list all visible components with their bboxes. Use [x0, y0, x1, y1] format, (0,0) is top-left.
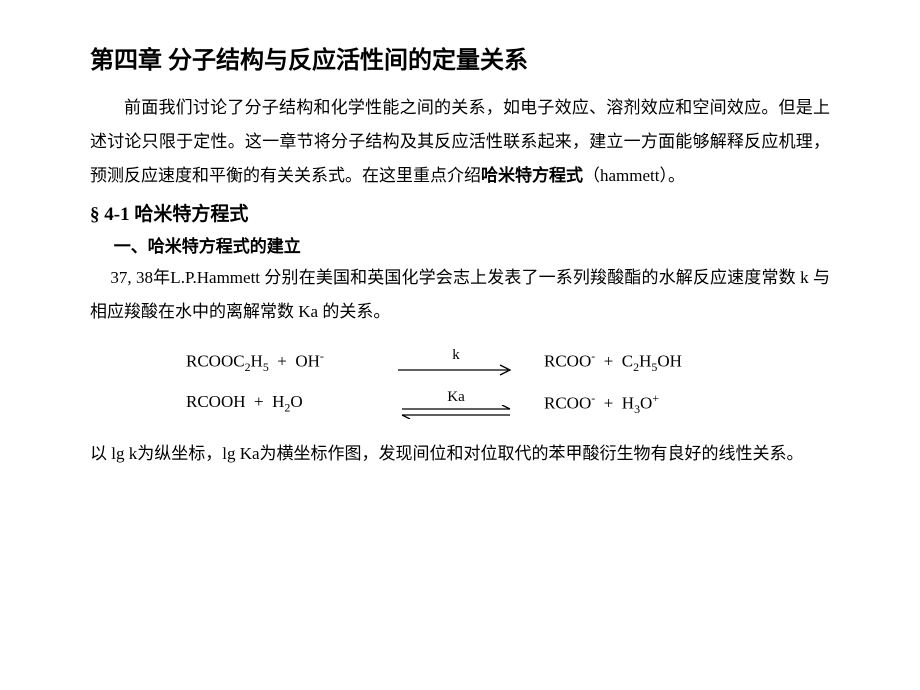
- equilibrium-arrow-icon: [396, 405, 516, 419]
- equation-row-1: RCOOC2H5 + OH- k RCOO- + C2H5OH: [186, 347, 734, 377]
- eq1-arrow: k: [386, 347, 526, 377]
- intro-bold-term: 哈米特方程式: [481, 166, 583, 185]
- eq1-left: RCOOC2H5 + OH-: [186, 349, 386, 375]
- intro-pre: 前面我们讨论了分子结构和化学性能之间的关系，如电子效应、溶剂效应和空间效应。但是…: [90, 98, 830, 185]
- eq2-arrow: Ka: [386, 389, 526, 419]
- equation-row-2: RCOOH + H2O Ka RCOO- + H3O+: [186, 389, 734, 419]
- eq2-left: RCOOH + H2O: [186, 392, 386, 415]
- chapter-title: 第四章 分子结构与反应活性间的定量关系: [90, 40, 830, 75]
- closing-paragraph: 以 lg k为纵坐标，lg Ka为横坐标作图，发现间位和对位取代的苯甲酸衍生物有…: [90, 437, 830, 471]
- intro-post: （hammett）。: [583, 166, 685, 185]
- eq2-right: RCOO- + H3O+: [526, 391, 734, 417]
- section-paragraph: 37, 38年L.P.Hammett 分别在美国和英国化学会志上发表了一系列羧酸…: [90, 261, 830, 329]
- subsection-title: 一、哈米特方程式的建立: [114, 232, 830, 257]
- section-title: § 4-1 哈米特方程式: [90, 199, 830, 226]
- equations-block: RCOOC2H5 + OH- k RCOO- + C2H5OH RCOOH + …: [90, 347, 830, 419]
- intro-paragraph: 前面我们讨论了分子结构和化学性能之间的关系，如电子效应、溶剂效应和空间效应。但是…: [90, 91, 830, 193]
- eq1-right: RCOO- + C2H5OH: [526, 349, 734, 375]
- document-page: 第四章 分子结构与反应活性间的定量关系 前面我们讨论了分子结构和化学性能之间的关…: [0, 0, 920, 471]
- single-arrow-icon: [396, 363, 516, 377]
- eq2-label: Ka: [447, 389, 465, 405]
- eq1-label: k: [452, 347, 460, 363]
